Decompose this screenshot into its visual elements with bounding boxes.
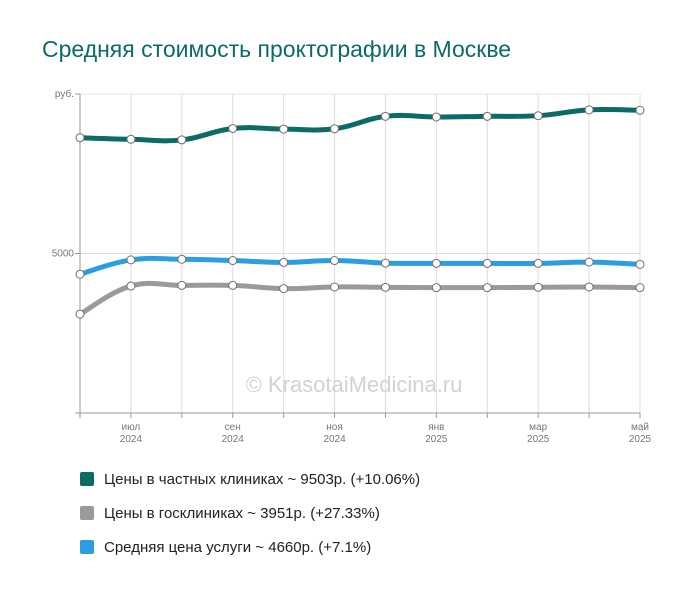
data-point-average xyxy=(75,269,85,279)
data-point-private xyxy=(279,124,289,134)
x-tick-label-year: 2025 xyxy=(527,434,550,445)
data-point-private xyxy=(126,134,136,144)
x-tick-label-month: май xyxy=(631,422,649,433)
data-point-average xyxy=(584,257,594,267)
data-point-public xyxy=(330,282,340,292)
data-point-public xyxy=(177,280,187,290)
data-point-average xyxy=(177,254,187,264)
data-point-private xyxy=(533,111,543,121)
legend-swatch-public xyxy=(80,506,94,520)
data-point-public xyxy=(228,280,238,290)
legend-label-private: Цены в частных клиниках ~ 9503р. (+10.06… xyxy=(104,470,421,488)
data-point-public xyxy=(635,283,645,293)
data-point-private xyxy=(380,111,390,121)
y-tick-label: 5000 xyxy=(52,249,75,260)
axes xyxy=(75,93,641,418)
series-average xyxy=(75,254,645,279)
data-point-public xyxy=(482,283,492,293)
series-line-private xyxy=(77,106,643,144)
legend-swatch-private xyxy=(80,472,94,486)
data-point-public xyxy=(584,282,594,292)
data-point-public xyxy=(431,283,441,293)
data-point-average xyxy=(380,258,390,268)
legend: Цены в частных клиниках ~ 9503р. (+10.06… xyxy=(80,462,420,564)
y-unit-label: руб. xyxy=(55,88,74,100)
legend-item-average: Средняя цена услуги ~ 4660р. (+7.1%) xyxy=(80,530,420,564)
data-point-private xyxy=(330,124,340,134)
data-point-average xyxy=(635,259,645,269)
tick-labels: руб.5000июл2024сен2024ноя2024янв2025мар2… xyxy=(52,88,652,445)
data-point-public xyxy=(533,282,543,292)
legend-label-average: Средняя цена услуги ~ 4660р. (+7.1%) xyxy=(104,538,372,556)
data-point-private xyxy=(228,123,238,133)
series-line-public xyxy=(77,280,643,317)
x-tick-label-month: июл xyxy=(122,422,141,433)
data-point-average xyxy=(126,255,136,265)
data-point-average xyxy=(431,258,441,268)
series-public xyxy=(75,280,645,319)
grid-lines xyxy=(79,93,641,413)
x-tick-label-month: ноя xyxy=(326,422,343,433)
legend-item-public: Цены в госклиниках ~ 3951р. (+27.33%) xyxy=(80,496,420,530)
data-point-private xyxy=(177,135,187,145)
series-line-average xyxy=(77,255,643,277)
data-point-public xyxy=(380,282,390,292)
x-tick-label-month: сен xyxy=(225,422,241,433)
x-tick-label-year: 2024 xyxy=(323,434,346,445)
data-point-average xyxy=(279,257,289,267)
chart-title: Средняя стоимость проктографии в Москве xyxy=(42,36,512,62)
x-tick-label-year: 2025 xyxy=(425,434,448,445)
x-tick-label-month: мар xyxy=(529,422,547,433)
data-point-public xyxy=(279,284,289,294)
data-point-average xyxy=(330,256,340,266)
legend-label-public: Цены в госклиниках ~ 3951р. (+27.33%) xyxy=(104,504,380,522)
data-point-public xyxy=(126,281,136,291)
data-point-private xyxy=(75,133,85,143)
series-private xyxy=(75,105,645,145)
data-point-public xyxy=(75,309,85,319)
data-point-private xyxy=(482,111,492,121)
data-point-private xyxy=(431,112,441,122)
x-tick-label-year: 2024 xyxy=(222,434,245,445)
data-point-private xyxy=(635,105,645,115)
legend-swatch-average xyxy=(80,540,94,554)
data-point-average xyxy=(228,256,238,266)
data-point-private xyxy=(584,105,594,115)
x-tick-label-year: 2024 xyxy=(120,434,143,445)
x-tick-label-year: 2025 xyxy=(629,434,652,445)
data-point-average xyxy=(533,258,543,268)
legend-item-private: Цены в частных клиниках ~ 9503р. (+10.06… xyxy=(80,462,420,496)
x-tick-label-month: янв xyxy=(428,422,444,433)
watermark: © KrasotaiMedicina.ru xyxy=(246,372,463,397)
data-point-average xyxy=(482,258,492,268)
series-layer xyxy=(75,105,645,319)
